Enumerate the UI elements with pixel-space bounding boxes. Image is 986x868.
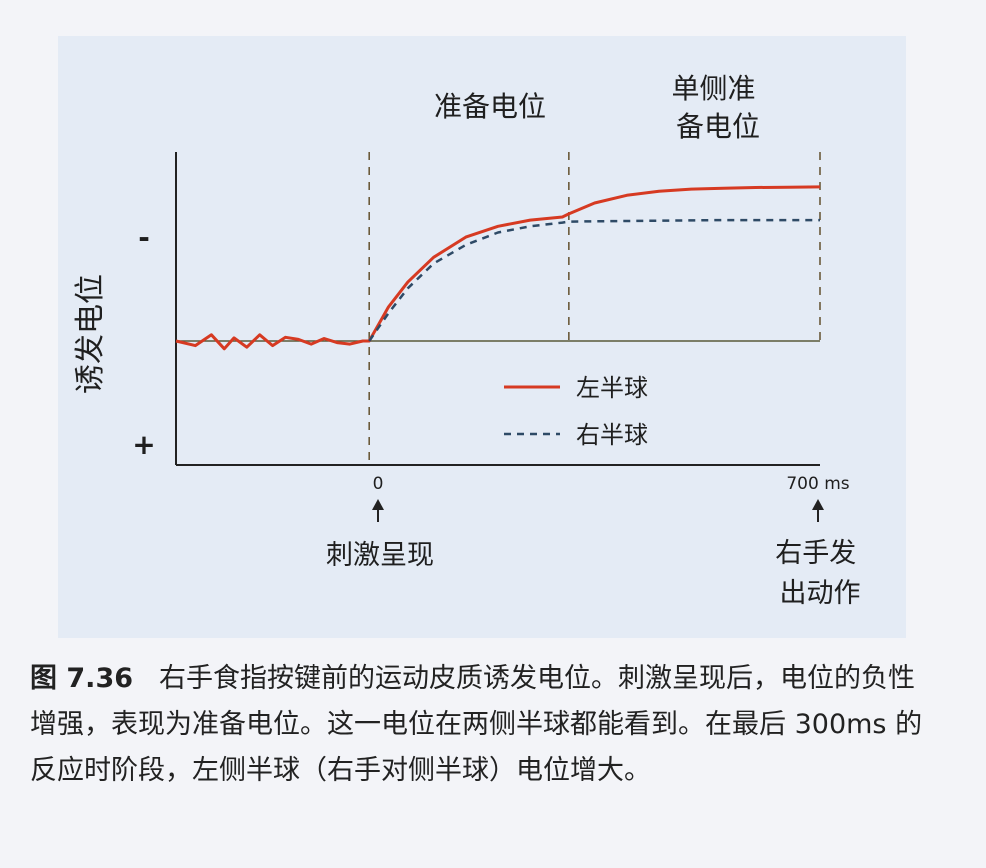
stimulus-onset-label: 刺激呈现 [326, 540, 434, 571]
response-label: 右手发 出动作 [775, 538, 865, 609]
lrp-label: 单侧准 备电位 [672, 72, 765, 143]
y-tick-positive: + [132, 428, 155, 461]
evoked-potential-chart: 诱发电位 - + 0 700 ms 准备电位 单侧准 备电位 刺激呈现 右手发 … [73, 72, 865, 609]
series-line-right-hemisphere [368, 218, 820, 342]
legend-label-right: 右半球 [576, 421, 648, 449]
figure-panel: 诱发电位 - + 0 700 ms 准备电位 单侧准 备电位 刺激呈现 右手发 … [58, 36, 906, 638]
reference-lines [368, 152, 821, 465]
figure-caption: 图 7.36 右手食指按键前的运动皮质诱发电位。刺激呈现后，电位的负性增强，表现为… [30, 656, 930, 794]
x-tick-700ms: 700 ms [786, 474, 849, 494]
series-line-left-hemisphere [175, 185, 821, 351]
series-layer [175, 185, 821, 351]
figure-number: 图 7.36 [30, 663, 134, 694]
legend-label-left: 左半球 [576, 374, 648, 402]
caption-text: 右手食指按键前的运动皮质诱发电位。刺激呈现后，电位的负性增强，表现为准备电位。这… [30, 663, 923, 786]
stimulus-arrow [372, 499, 384, 522]
y-tick-negative: - [138, 221, 150, 254]
y-axis-label: 诱发电位 [73, 274, 108, 394]
x-tick-zero: 0 [373, 474, 384, 494]
legend: 左半球 右半球 [504, 374, 648, 449]
readiness-potential-label: 准备电位 [434, 90, 546, 123]
response-arrow [812, 499, 824, 522]
